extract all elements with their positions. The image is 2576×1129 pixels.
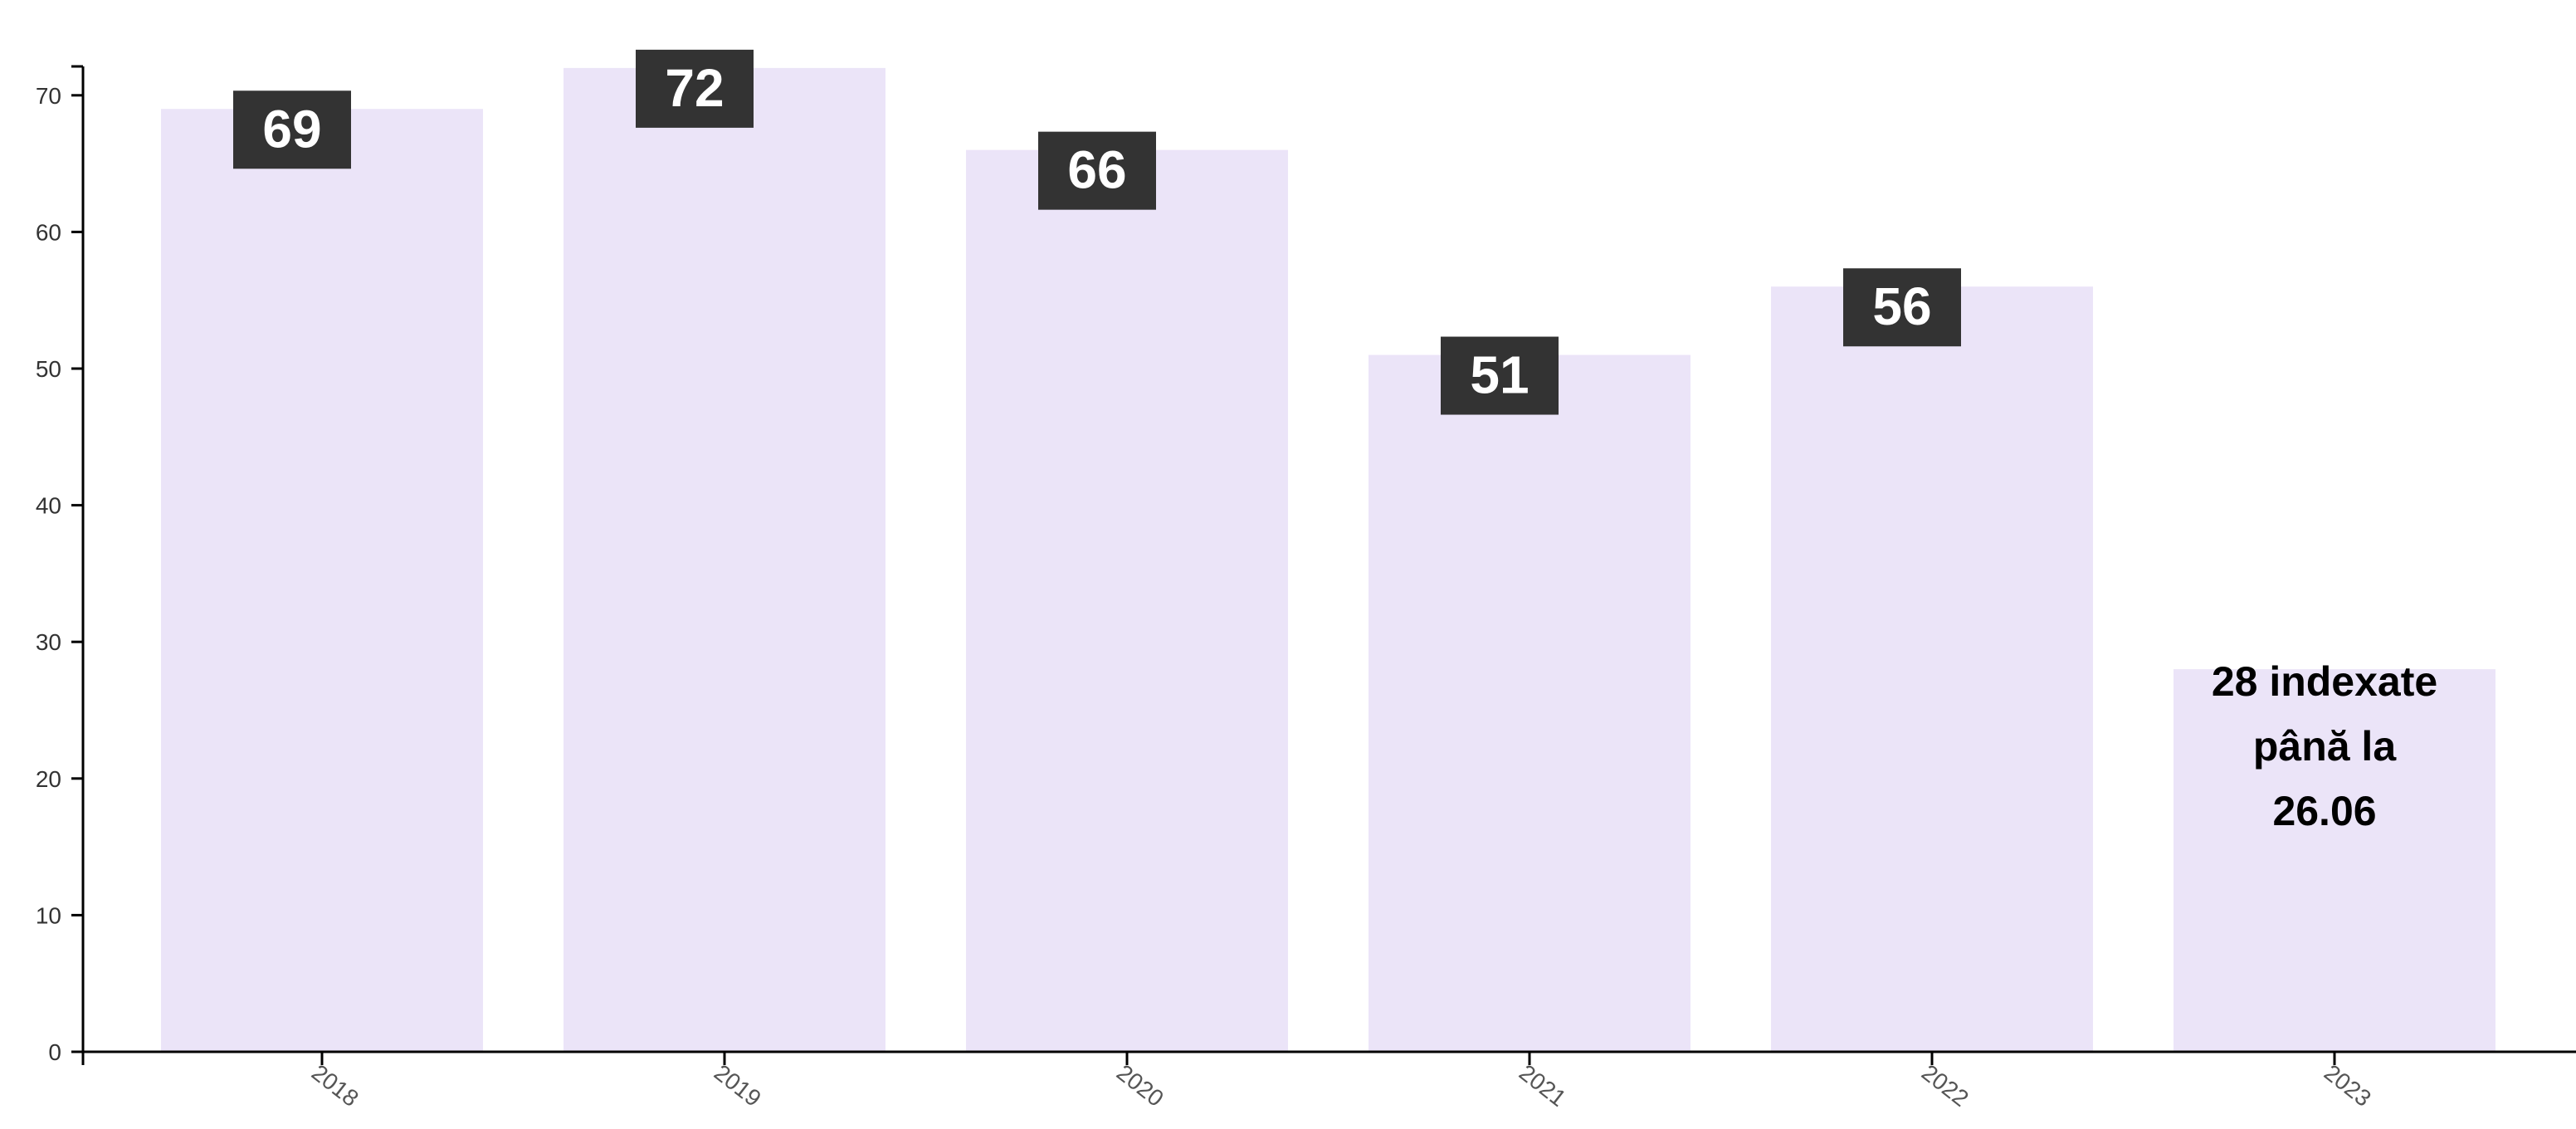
data-label-2020: 66 (1038, 131, 1156, 210)
x-tick-label-2018: 2018 (307, 1059, 363, 1112)
data-label-2019: 72 (636, 49, 754, 128)
data-label-text: 56 (1872, 276, 1931, 336)
bar-2022 (1771, 286, 2093, 1052)
x-tick-label-2022: 2022 (1917, 1059, 1973, 1112)
y-tick-label: 30 (36, 629, 61, 655)
data-label-box (1441, 336, 1559, 415)
data-label-box (1843, 268, 1961, 347)
bar-2021 (1368, 354, 1690, 1052)
x-ticks-layer: 2018 2019 2020 2021 2022 2023 (307, 1052, 2376, 1112)
y-tick-label: 0 (48, 1039, 61, 1065)
data-label-box (233, 90, 351, 169)
data-label-2018: 69 (233, 90, 351, 169)
axes-layer (71, 65, 2576, 1065)
data-label-text: 66 (1067, 140, 1126, 200)
x-tick-label-2023: 2023 (2320, 1059, 2376, 1112)
y-tick-label: 60 (36, 219, 61, 245)
annotation-line-2: până la (2253, 723, 2397, 770)
x-tick-label-2021: 2021 (1515, 1059, 1571, 1112)
data-label-text: 69 (262, 99, 321, 159)
y-tick-label: 10 (36, 902, 61, 928)
data-label-box (636, 49, 754, 128)
y-tick-label: 70 (36, 83, 61, 109)
y-tick-label: 40 (36, 493, 61, 519)
data-label-2022: 56 (1843, 268, 1961, 347)
bars-layer (161, 67, 2496, 1052)
bar-2019 (564, 67, 886, 1052)
x-tick-label-2019: 2019 (710, 1059, 766, 1112)
bar-2018 (161, 109, 483, 1052)
x-tick-label-2020: 2020 (1112, 1059, 1168, 1112)
y-tick-label: 20 (36, 766, 61, 792)
data-label-2021: 51 (1441, 336, 1559, 415)
annotation-layer: 28 indexate până la 26.06 (2212, 658, 2437, 834)
data-label-text: 72 (665, 58, 724, 118)
bar-2020 (966, 149, 1288, 1052)
y-tick-label: 50 (36, 356, 61, 382)
annotation-line-1: 28 indexate (2212, 658, 2437, 705)
bar-2023 (2174, 669, 2496, 1052)
data-labels-layer: 69 72 66 51 56 (233, 49, 1961, 415)
data-label-text: 51 (1470, 345, 1529, 405)
annotation-line-3: 26.06 (2272, 788, 2376, 834)
data-label-box (1038, 131, 1156, 210)
y-ticks-layer: 0 10 20 30 40 50 60 70 (36, 83, 83, 1065)
